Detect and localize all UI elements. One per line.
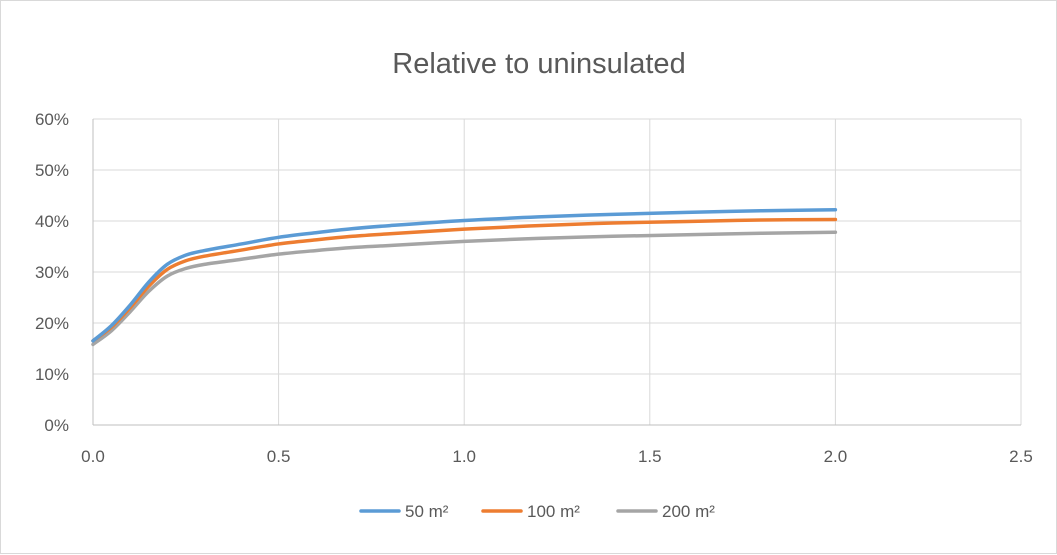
x-tick-label: 1.5: [638, 447, 662, 466]
legend-label: 100 m²: [527, 502, 580, 521]
y-tick-label: 60%: [35, 110, 69, 129]
y-tick-label: 50%: [35, 161, 69, 180]
x-tick-label: 2.0: [824, 447, 848, 466]
legend-label: 50 m²: [405, 502, 449, 521]
axes: 0% 10% 20% 30% 40% 50% 60% 0.0 0.5 1.0 1.5 2.0 2.5: [35, 110, 1033, 466]
x-tick-label: 0.5: [267, 447, 291, 466]
gridlines: [93, 118, 1022, 425]
x-tick-label: 1.0: [452, 447, 476, 466]
series-lines: [91, 208, 838, 347]
legend-label: 200 m²: [662, 502, 715, 521]
legend: 50 m² 100 m² 200 m²: [359, 502, 715, 521]
y-tick-label: 0%: [44, 416, 69, 435]
series-line-1: [91, 217, 838, 343]
series-line-2: [91, 230, 838, 347]
chart-title: Relative to uninsulated: [392, 48, 685, 80]
y-tick-label: 10%: [35, 365, 69, 384]
y-tick-label: 30%: [35, 263, 69, 282]
x-tick-label: 0.0: [81, 447, 105, 466]
y-tick-label: 20%: [35, 314, 69, 333]
x-tick-label: 2.5: [1009, 447, 1033, 466]
series-line-0: [91, 208, 838, 343]
y-tick-label: 40%: [35, 212, 69, 231]
